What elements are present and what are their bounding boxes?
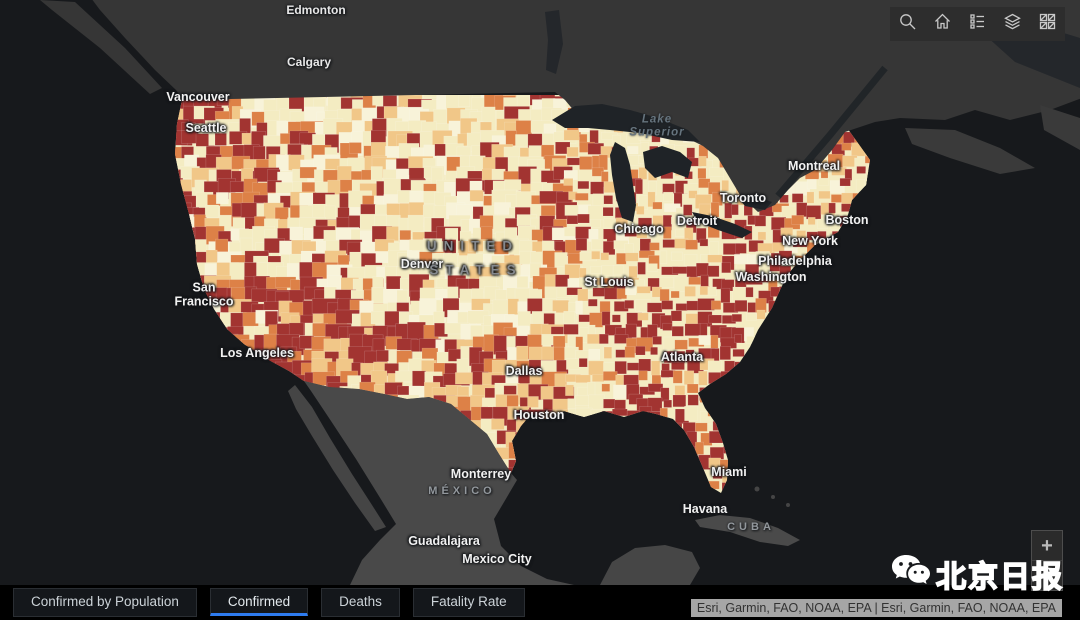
yucatan: [600, 545, 700, 585]
great-lakes: [552, 104, 772, 238]
nova-scotia: [905, 128, 1035, 174]
bahamas-island: [754, 486, 760, 492]
zoom-out-button[interactable]: −: [1032, 560, 1062, 590]
lake-winnipeg: [545, 10, 563, 74]
home-button[interactable]: [925, 7, 960, 41]
home-icon: [933, 12, 952, 36]
tab-confirmed-by-population[interactable]: Confirmed by Population: [13, 588, 197, 617]
bahamas-island: [771, 495, 775, 499]
zoom-in-button[interactable]: +: [1041, 534, 1053, 557]
layers-button[interactable]: [995, 7, 1030, 41]
tab-deaths[interactable]: Deaths: [321, 588, 400, 617]
legend-icon: [968, 12, 987, 36]
legend-button[interactable]: [960, 7, 995, 41]
search-icon: [898, 12, 917, 36]
map-toolbar: [890, 7, 1065, 41]
tab-confirmed[interactable]: Confirmed: [209, 588, 309, 616]
search-button[interactable]: [890, 7, 925, 41]
attribution-text: Esri, Garmin, FAO, NOAA, EPA | Esri, Gar…: [696, 601, 1056, 615]
map-attribution: Esri, Garmin, FAO, NOAA, EPA | Esri, Gar…: [690, 599, 1062, 617]
st-lawrence-river: [775, 65, 888, 199]
basemap-svg: [40, 0, 1080, 585]
cuba-island: [695, 515, 800, 546]
basemap-gallery-button[interactable]: [1030, 7, 1065, 41]
bahamas-island: [786, 503, 790, 507]
mexico-landmass: [304, 381, 574, 585]
pei-island: [1040, 105, 1080, 150]
zoom-control: + −: [1031, 530, 1063, 591]
basemap-gallery-icon: [1038, 12, 1057, 36]
tab-fatality-rate[interactable]: Fatality Rate: [412, 588, 525, 617]
baja-peninsula: [288, 385, 386, 531]
map-canvas[interactable]: Edmonton Calgary Vancouver Seattle Montreal T…: [0, 0, 1080, 585]
layers-icon: [1003, 12, 1022, 36]
vancouver-island: [40, 0, 162, 94]
